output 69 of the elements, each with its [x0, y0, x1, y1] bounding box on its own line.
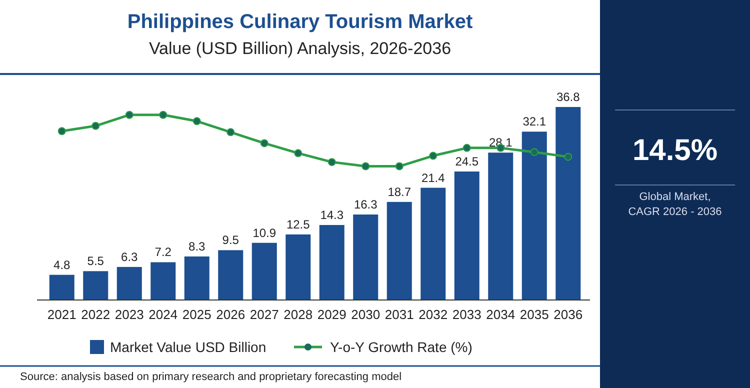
bar — [353, 214, 378, 300]
data-label: 10.9 — [252, 226, 276, 240]
legend-label: Market Value USD Billion — [110, 339, 266, 355]
point — [260, 139, 268, 148]
point — [226, 128, 235, 136]
x-tick-label: 2022 — [81, 307, 110, 322]
chart-subtitle: Value (USD Billion) Analysis, 2026-2036 — [148, 39, 452, 58]
legend-label: Y-o-Y Growth Rate (%) — [330, 339, 472, 355]
point — [294, 149, 302, 158]
point — [125, 110, 134, 119]
point — [530, 148, 538, 156]
x-tick-label: 2028 — [284, 307, 313, 322]
x-tick-label: 2033 — [452, 307, 482, 322]
bar — [488, 152, 514, 300]
point — [328, 158, 336, 166]
bar — [49, 274, 74, 300]
x-tick-label: 2035 — [520, 307, 549, 322]
point — [564, 152, 572, 161]
point — [159, 110, 168, 119]
data-label: 24.5 — [455, 154, 479, 169]
x-tick-label: 2030 — [351, 307, 380, 322]
data-label: 7.2 — [154, 245, 172, 260]
data-label: 16.3 — [354, 198, 378, 212]
data-label: 21.4 — [421, 170, 446, 185]
bar — [454, 172, 480, 300]
x-tick-label: 2027 — [250, 307, 279, 322]
bar — [386, 202, 412, 300]
point — [92, 122, 100, 130]
x-tick-label: 2025 — [182, 307, 212, 322]
x-tick-label: 2021 — [47, 307, 76, 322]
x-tick-label: 2032 — [418, 307, 448, 322]
chart-title: Philippines Culinary Tourism Market — [127, 11, 473, 33]
bar — [184, 256, 210, 300]
bar — [319, 225, 344, 300]
text: 14.5% — [632, 134, 718, 167]
data-label: 4.8 — [54, 258, 71, 272]
source-note: Source: analysis based on primary research and proprietary forecasting model — [20, 371, 402, 383]
data-label: 32.1 — [522, 114, 546, 129]
bar — [218, 250, 244, 300]
x-tick-label: 2034 — [486, 307, 516, 322]
point — [58, 127, 66, 136]
text: Global Market, CAGR 2026 - 2036 — [628, 191, 722, 218]
x-tick-label: 2029 — [317, 307, 346, 322]
point — [192, 117, 201, 126]
data-label: 9.5 — [222, 233, 240, 248]
bar — [556, 107, 581, 300]
point — [362, 162, 370, 170]
bar — [150, 262, 176, 300]
data-label: 5.5 — [87, 254, 104, 268]
point — [462, 144, 471, 152]
bar — [116, 266, 142, 300]
x-tick-label: 2023 — [114, 307, 144, 322]
bar — [522, 132, 547, 300]
bar — [252, 242, 277, 300]
x-tick-label: 2026 — [216, 307, 246, 322]
x-tick-label: 2031 — [384, 307, 414, 322]
data-label: 18.7 — [388, 184, 412, 199]
data-label: 12.5 — [286, 217, 310, 232]
point — [395, 162, 404, 170]
point — [429, 152, 438, 160]
data-label: 14.3 — [320, 208, 344, 222]
data-label: 6.3 — [121, 250, 138, 264]
data-label: 8.3 — [188, 239, 206, 254]
data-label: 36.8 — [556, 90, 580, 104]
x-tick-label: 2024 — [148, 307, 178, 322]
bar — [420, 188, 446, 300]
x-tick-label: 2036 — [554, 307, 583, 322]
bar — [83, 271, 108, 300]
bar — [286, 234, 311, 300]
